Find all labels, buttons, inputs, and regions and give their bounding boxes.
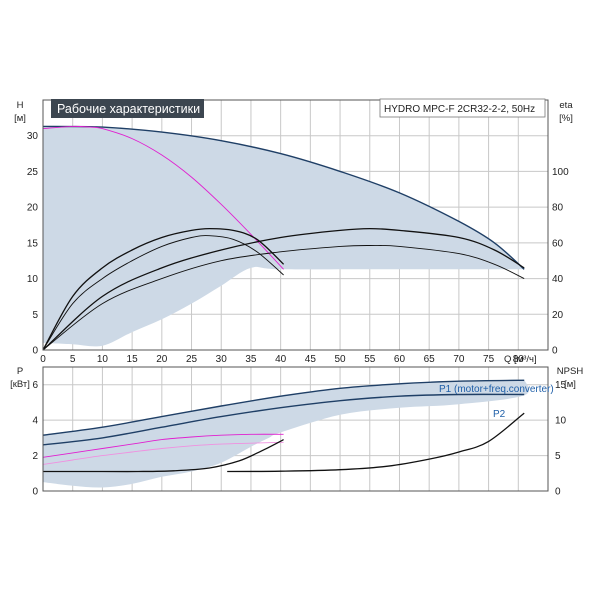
h-tick-label: 30 xyxy=(27,131,39,142)
title-box xyxy=(51,99,204,118)
x-tick-label: 65 xyxy=(424,354,436,365)
h-tick-label: 10 xyxy=(27,274,39,285)
h-tick-label: 25 xyxy=(27,167,39,178)
p-tick-label: 0 xyxy=(32,487,38,498)
curve-eta-two-pumps-a-line xyxy=(42,244,525,351)
p-tick-label: 4 xyxy=(32,416,38,427)
x-tick-label: 60 xyxy=(394,354,406,365)
legend-p1: P1 (motor+freq.converter) xyxy=(439,384,554,395)
x-tick-label: 80 xyxy=(513,354,525,365)
x-tick-label: 55 xyxy=(364,354,376,365)
curve-p1-one-pump-line xyxy=(42,433,284,458)
eta-tick-label: 40 xyxy=(552,274,564,285)
x-tick-label: 35 xyxy=(245,354,257,365)
p-tick-label: 2 xyxy=(32,451,38,462)
curve-npsh-one-pump-line xyxy=(42,439,284,473)
eta-tick-label: 20 xyxy=(552,310,564,321)
curve-p2-one-pump-line xyxy=(42,441,284,465)
model-box xyxy=(379,98,546,118)
x-tick-label: 45 xyxy=(305,354,317,365)
power-envelope xyxy=(43,379,530,488)
curve-p1-two-pumps-line xyxy=(42,379,525,436)
head-series xyxy=(42,125,525,351)
npsh-axis-label: NPSH xyxy=(557,366,584,377)
curve-eta-one-pump-b-line xyxy=(42,227,285,351)
eta-tick-labels: 0 20 40 60 80 100 xyxy=(552,167,569,357)
h-tick-label: 20 xyxy=(27,203,39,214)
npsh-axis-unit: [м] xyxy=(564,379,576,390)
x-tick-label: 0 xyxy=(40,354,46,365)
h-axis-unit: [м] xyxy=(14,113,26,124)
p-axis-label: P xyxy=(17,366,23,377)
curve-eta-two-pumps-b-line xyxy=(42,227,525,351)
head-panel: 0 5 10 15 20 25 30 35 40 45 50 55 60 65 70 75 80 0 5 10 15 2… xyxy=(14,98,573,365)
x-tick-label: 5 xyxy=(70,354,76,365)
q-axis-label: Q [м³/ч] xyxy=(504,354,537,365)
x-tick-label: 70 xyxy=(453,354,465,365)
eta-tick-label: 0 xyxy=(552,346,558,357)
curve-h-one-pump-max-line xyxy=(42,125,284,270)
p-tick-labels: 0 2 4 6 xyxy=(32,380,38,497)
legend-p2: P2 xyxy=(493,409,506,420)
npsh-tick-label: 0 xyxy=(555,487,561,498)
power-operating-range xyxy=(43,379,530,488)
curve-h-two-pumps-max-line xyxy=(42,125,525,270)
h-tick-label: 15 xyxy=(27,238,39,249)
h-axis-label: H xyxy=(17,100,24,111)
npsh-tick-label: 15 xyxy=(555,380,567,391)
power-series xyxy=(42,379,525,473)
x-tick-label: 15 xyxy=(127,354,139,365)
x-tick-label: 25 xyxy=(186,354,198,365)
npsh-tick-labels: 0 5 10 15 xyxy=(555,380,567,497)
p-axis-unit: [кВт] xyxy=(10,379,30,390)
curve-p2-two-pumps-line xyxy=(42,393,525,446)
eta-axis-unit: [%] xyxy=(559,113,573,124)
x-tick-label: 75 xyxy=(483,354,495,365)
eta-axis-label: eta xyxy=(559,100,573,111)
x-tick-label: 40 xyxy=(275,354,287,365)
power-plot-frame xyxy=(42,366,549,492)
chart-title: Рабочие характеристики xyxy=(57,102,200,116)
npsh-tick-label: 5 xyxy=(555,451,561,462)
h-tick-label: 0 xyxy=(32,346,38,357)
x-tick-label: 30 xyxy=(216,354,228,365)
x-tick-label: 50 xyxy=(334,354,346,365)
x-tick-label: 10 xyxy=(97,354,109,365)
eta-tick-label: 80 xyxy=(552,203,564,214)
h-tick-labels: 0 5 10 15 20 25 30 xyxy=(27,131,39,356)
head-plot-frame xyxy=(42,99,549,351)
curve-npsh-two-pumps-line xyxy=(227,412,525,473)
x-tick-labels: 0 5 10 15 20 25 30 35 40 45 50 55 60 65 70 75 80 xyxy=(40,354,524,365)
h-tick-label: 5 xyxy=(32,310,38,321)
power-panel: 0 2 4 6 0 5 10 15 P [кВт] NPSH [м] P1 (motor+f… xyxy=(10,366,583,498)
eta-tick-label: 60 xyxy=(552,238,564,249)
x-tick-label: 20 xyxy=(156,354,168,365)
p-tick-label: 6 xyxy=(32,380,38,391)
model-label: HYDRO MPC-F 2CR32-2-2, 50Hz xyxy=(384,104,535,115)
npsh-tick-label: 10 xyxy=(555,416,567,427)
eta-tick-label: 100 xyxy=(552,167,569,178)
